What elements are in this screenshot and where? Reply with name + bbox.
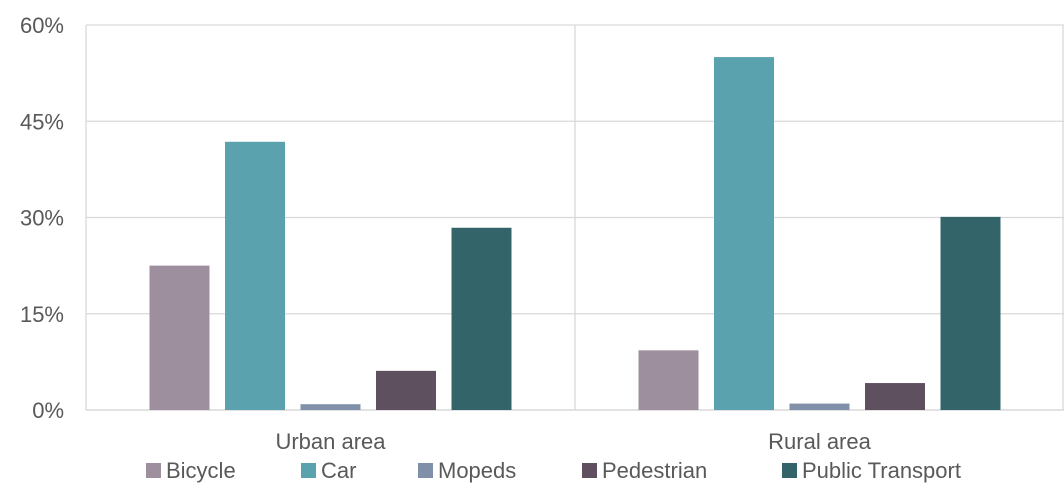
x-category-label: Urban area	[275, 429, 386, 454]
legend-swatch	[418, 463, 433, 478]
y-tick-label: 45%	[20, 109, 64, 134]
bar-bicycle-rural-area	[638, 350, 699, 410]
bar-car-urban-area	[225, 141, 285, 411]
y-tick-label: 0%	[32, 398, 64, 423]
legend-label: Car	[321, 458, 356, 483]
y-tick-label: 60%	[20, 13, 64, 38]
legend-label: Bicycle	[166, 458, 236, 483]
legend-swatch	[782, 463, 797, 478]
legend-swatch	[301, 463, 316, 478]
bar-public-transport-rural-area	[940, 216, 1001, 410]
bar-mopeds-urban-area	[300, 404, 361, 410]
x-category-label: Rural area	[768, 429, 871, 454]
y-tick-label: 15%	[20, 302, 64, 327]
bar-public-transport-urban-area	[451, 227, 512, 410]
legend-label: Public Transport	[802, 458, 961, 483]
legend-label: Pedestrian	[602, 458, 707, 483]
bar-mopeds-rural-area	[789, 403, 850, 410]
bar-pedestrian-urban-area	[376, 370, 436, 410]
legend-swatch	[146, 463, 161, 478]
bar-pedestrian-rural-area	[865, 383, 925, 410]
y-tick-label: 30%	[20, 206, 64, 231]
legend-label: Mopeds	[438, 458, 516, 483]
bar-bicycle-urban-area	[149, 265, 210, 410]
bar-car-rural-area	[714, 57, 774, 410]
legend-swatch	[582, 463, 597, 478]
